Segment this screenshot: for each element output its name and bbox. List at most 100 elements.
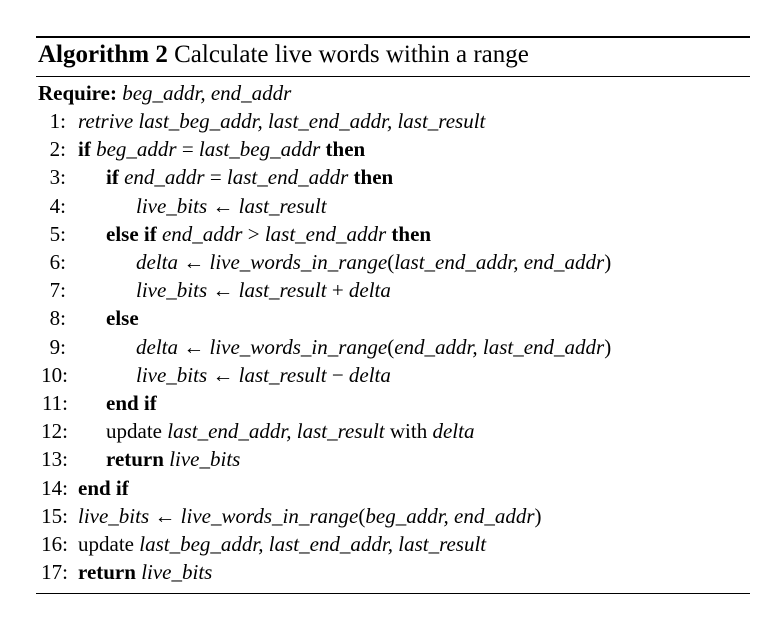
variable: end_addr [161,221,243,246]
line-number: 9: [49,334,66,359]
variable: beg_addr, end_addr [365,503,535,528]
algorithm-line: 5: else if end_addr > last_end_addr then [0,220,773,248]
line-code: live_bits ← live_words_in_range(beg_addr… [78,502,542,530]
variable: last_end_addr, end_addr [394,250,605,274]
variable: beg_addr [96,137,177,162]
line-code: live_bits ← last_result − delta [136,361,391,389]
line-number: 2: [49,137,66,162]
line-code: end if [78,474,129,502]
line-number: 12: [41,419,68,444]
line-code: delta ← live_words_in_range(last_end_add… [136,248,611,276]
operator: + [326,278,349,303]
line-code: return live_bits [78,558,212,586]
require-args: beg_addr, end_addr [122,81,292,105]
line-code: else [106,304,139,332]
line-number: 5: [49,221,66,246]
line-number: 3: [49,165,66,190]
variable: live_bits [141,560,213,585]
operator: > [242,221,265,246]
line-code: if beg_addr = last_beg_addr then [78,135,365,163]
variable: live_bits [169,447,241,472]
variable: last_result [238,362,327,387]
keyword: return [78,560,142,585]
line-code: update last_end_addr, last_result with d… [106,417,474,445]
operator: ) [604,250,612,274]
line-code: if end_addr = last_end_addr then [106,163,393,191]
keyword: then [320,137,366,162]
line-number: 8: [49,306,66,331]
operator: = [176,137,199,162]
algorithm-line: 15: live_bits ← live_words_in_range(beg_a… [0,502,773,530]
keyword: else if [106,221,162,246]
algorithm-line: 2: if beg_addr = last_beg_addr then [0,135,773,163]
keyword: if [78,137,97,162]
algorithm-line: 14: end if [0,474,773,502]
keyword: end if [106,391,157,415]
variable: last_beg_addr [198,137,321,162]
variable: live_words_in_range [209,250,388,274]
line-number: 16: [41,532,68,556]
algorithm-line: 16: update last_beg_addr, last_end_addr, … [0,530,773,558]
operator: = [204,165,227,190]
operator: ) [534,503,542,528]
algorithm-line: 12: update last_end_addr, last_result wit… [0,417,773,445]
line-code: delta ← live_words_in_range(end_addr, la… [136,333,611,361]
variable: delta [136,334,178,359]
line-number: 7: [49,278,66,303]
operator: ← [207,193,239,218]
operator: ( [358,503,366,528]
keyword: then [348,165,394,190]
algorithm-line: 13: return live_bits [0,445,773,473]
algorithm-caption: Algorithm 2 Calculate live words within … [38,39,529,71]
operator: ( [387,250,395,274]
operator: ( [387,334,395,359]
operator: ← [149,503,181,528]
variable: delta [432,419,475,444]
line-code: update last_beg_addr, last_end_addr, las… [78,530,486,558]
algorithm-title: Calculate live words within a range [174,41,529,68]
line-code: end if [106,389,157,417]
operator: ← [207,362,239,387]
line-code: live_bits ← last_result + delta [136,276,391,304]
line-number: 10: [41,362,68,387]
require-line: Require: beg_addr, end_addr [0,79,773,107]
line-number: 14: [41,475,68,500]
variable: last_beg_addr, last_end_addr, last_resul… [138,109,486,133]
caption-rule [36,76,750,77]
variable: live_words_in_range [180,503,359,528]
variable: live_bits [136,362,208,387]
algorithm-line: 7: live_bits ← last_result + delta [0,276,773,304]
operator: update [106,419,168,444]
variable: live_words_in_range [209,334,388,359]
line-code: retrive last_beg_addr, last_end_addr, la… [78,107,485,135]
variable: live_bits [136,193,208,218]
variable: end_addr, last_end_addr [394,334,605,359]
line-number: 11: [41,391,68,415]
operator: with [384,419,433,444]
line-code: return live_bits [106,445,240,473]
variable: last_beg_addr, last_end_addr, last_resul… [139,532,487,556]
algorithm-line: 8: else [0,304,773,332]
keyword: then [386,221,432,246]
algorithm-line: 3: if end_addr = last_end_addr then [0,163,773,191]
algorithm-label: Algorithm 2 [38,41,168,68]
keyword: else [106,306,139,331]
line-number: 1: [49,109,66,133]
require-label: Require: [38,81,117,105]
line-code: else if end_addr > last_end_addr then [106,220,431,248]
variable: last_result [238,193,327,218]
variable: last_end_addr [226,165,349,190]
variable: delta [136,250,178,274]
algorithm-line: 1: retrive last_beg_addr, last_end_addr, … [0,107,773,135]
operator: ← [178,250,210,274]
operator: ) [604,334,612,359]
algorithm-line: 17: return live_bits [0,558,773,586]
keyword: end if [78,475,129,500]
algorithm-line: 11: end if [0,389,773,417]
algorithm-line: 6: delta ← live_words_in_range(last_end_a… [0,248,773,276]
line-number: 6: [49,250,66,274]
algorithm-line: 10: live_bits ← last_result − delta [0,361,773,389]
operator: ← [178,334,210,359]
variable: live_bits [78,503,150,528]
keyword: if [106,165,125,190]
